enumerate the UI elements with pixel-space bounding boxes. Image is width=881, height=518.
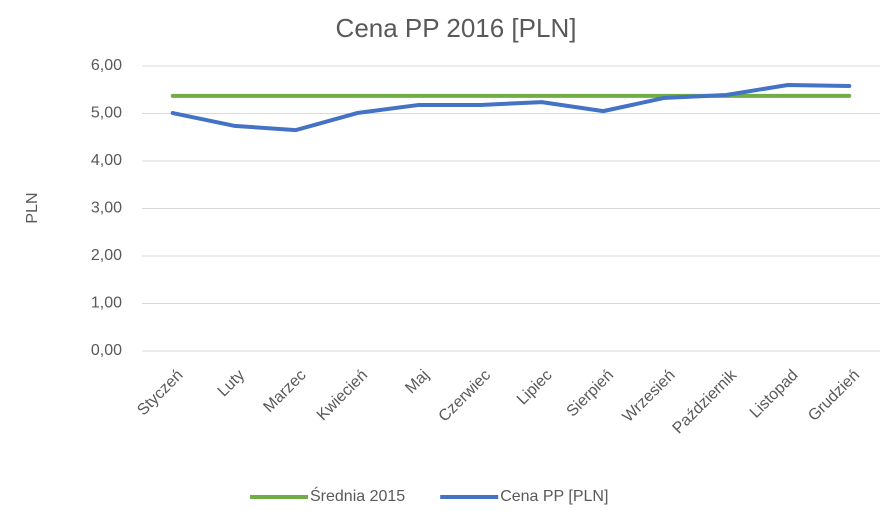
- y-tick-label: 1,00: [91, 295, 122, 312]
- y-tick-label: 6,00: [91, 57, 122, 74]
- y-tick-label: 0,00: [91, 342, 122, 359]
- line-series: [170, 83, 852, 133]
- x-tick-label: Maj: [402, 367, 432, 397]
- x-tick-label: Grudzień: [805, 367, 863, 425]
- x-tick-label: Kwiecień: [314, 367, 371, 424]
- x-tick-label: Wrzesień: [620, 367, 679, 426]
- x-tick-label: Listopad: [747, 367, 802, 422]
- x-tick-label: Październik: [670, 366, 741, 437]
- legend-label: Cena PP [PLN]: [500, 488, 608, 505]
- x-tick-label: Lipiec: [514, 367, 556, 409]
- x-tick-label: Sierpień: [564, 367, 618, 421]
- y-tick-label: 5,00: [91, 105, 122, 122]
- x-tick-label: Marzec: [260, 367, 309, 416]
- x-tick-label: Styczeń: [134, 367, 186, 419]
- y-axis-label: PLN: [24, 192, 41, 223]
- y-tick-label: 4,00: [91, 152, 122, 169]
- chart-title: Cena PP 2016 [PLN]: [336, 13, 577, 43]
- y-tick-label: 2,00: [91, 247, 122, 264]
- legend-label: Średnia 2015: [310, 486, 405, 505]
- x-tick-label: Czerwiec: [436, 367, 495, 426]
- x-tick-label: Luty: [215, 367, 248, 400]
- y-tick-label: 3,00: [91, 200, 122, 217]
